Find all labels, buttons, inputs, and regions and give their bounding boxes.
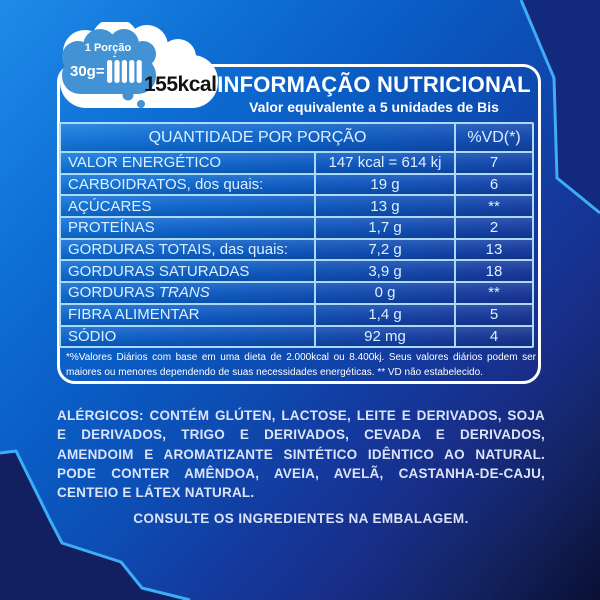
nutrient-name: VALOR ENERGÉTICO: [68, 154, 222, 172]
nutrient-vd: **: [454, 283, 532, 303]
thought-cloud-icon: [60, 22, 218, 108]
nutrient-vd: 5: [454, 304, 532, 325]
nutrient-vd: 13: [454, 239, 532, 260]
nutrient-vd: 2: [454, 218, 532, 238]
nutrient-amount: 1,7 g: [314, 218, 454, 238]
serving-bubble: 1 Porção 30g= 155kcal: [40, 22, 240, 117]
nutrient-amount: 3,9 g: [314, 261, 454, 282]
serving-amount-label: 30g=: [70, 63, 105, 80]
portion-label: 1 Porção: [84, 42, 132, 54]
table-row: VALOR ENERGÉTICO 147 kcal = 614 kj 7: [61, 151, 532, 173]
panel-title: INFORMAÇÃO NUTRICIONAL: [217, 72, 531, 97]
consult-note: CONSULTE OS INGREDIENTES NA EMBALAGEM.: [133, 511, 469, 526]
bottom-left-accent-line: [0, 449, 191, 600]
bottom-left-dark-shape: [0, 451, 190, 600]
nutrition-table: QUANTIDADE POR PORÇÃO %VD(*) VALOR ENERG…: [59, 122, 534, 349]
table-row: GORDURAS TRANS 0 g **: [61, 281, 532, 303]
nutrient-vd: 18: [454, 261, 532, 282]
top-right-accent-line: [519, 0, 600, 215]
nutrient-name: GORDURAS SATURADAS: [68, 262, 250, 280]
table-row: AÇÚCARES 13 g **: [61, 194, 532, 217]
daily-values-footnote: *%Valores Diários com base em uma dieta …: [66, 352, 536, 378]
nutrient-amount: 13 g: [314, 196, 454, 217]
table-row: GORDURAS SATURADAS 3,9 g 18: [61, 259, 532, 282]
bis-units-icon: [107, 60, 142, 83]
nutrient-name: CARBOIDRATOS, dos quais:: [68, 176, 264, 194]
table-row: PROTEÍNAS 1,7 g 2: [61, 216, 532, 238]
allergens-body: CONTÉM GLÚTEN, LACTOSE, LEITE E DERIVADO…: [57, 408, 545, 501]
nutrient-amount: 0 g: [314, 283, 454, 303]
table-header-row: QUANTIDADE POR PORÇÃO %VD(*): [61, 124, 532, 151]
allergens-text: ALÉRGICOS: CONTÉM GLÚTEN, LACTOSE, LEITE…: [57, 406, 545, 502]
table-row: CARBOIDRATOS, dos quais: 19 g 6: [61, 172, 532, 195]
allergens-label: ALÉRGICOS:: [57, 408, 144, 423]
nutrient-name-prefix: GORDURAS: [68, 284, 155, 302]
table-row: GORDURAS TOTAIS, das quais: 7,2 g 13: [61, 237, 532, 260]
panel-subtitle: Valor equivalente a 5 unidades de Bis: [249, 99, 499, 115]
vd-column-header: %VD(*): [454, 124, 532, 151]
quantity-column-header: QUANTIDADE POR PORÇÃO: [148, 128, 367, 146]
top-right-dark-shape: [521, 0, 600, 213]
nutrition-panel: [57, 64, 541, 384]
nutrient-amount: 7,2 g: [314, 239, 454, 260]
nutrient-name: PROTEÍNAS: [68, 219, 155, 237]
nutrient-vd: 7: [454, 153, 532, 173]
nutrient-name: GORDURAS TRANS: [61, 283, 314, 303]
table-row: SÓDIO 92 mg 4: [61, 324, 532, 347]
table-row: FIBRA ALIMENTAR 1,4 g 5: [61, 302, 532, 325]
nutrient-vd: 6: [454, 174, 532, 195]
nutrient-name-trans: TRANS: [158, 284, 210, 302]
nutrient-amount: 92 mg: [314, 326, 454, 347]
nutrient-name: AÇÚCARES: [68, 197, 152, 215]
nutrient-vd: **: [454, 196, 532, 217]
nutrient-name: SÓDIO: [68, 327, 117, 345]
nutrient-amount: 19 g: [314, 174, 454, 195]
nutrient-name: GORDURAS TOTAIS, das quais:: [68, 241, 289, 259]
nutrient-vd: 4: [454, 326, 532, 347]
nutrient-amount: 147 kcal = 614 kj: [314, 153, 454, 173]
nutrient-amount: 1,4 g: [314, 304, 454, 325]
kcal-label: 155kcal: [144, 73, 217, 96]
nutrient-name: FIBRA ALIMENTAR: [68, 306, 200, 324]
